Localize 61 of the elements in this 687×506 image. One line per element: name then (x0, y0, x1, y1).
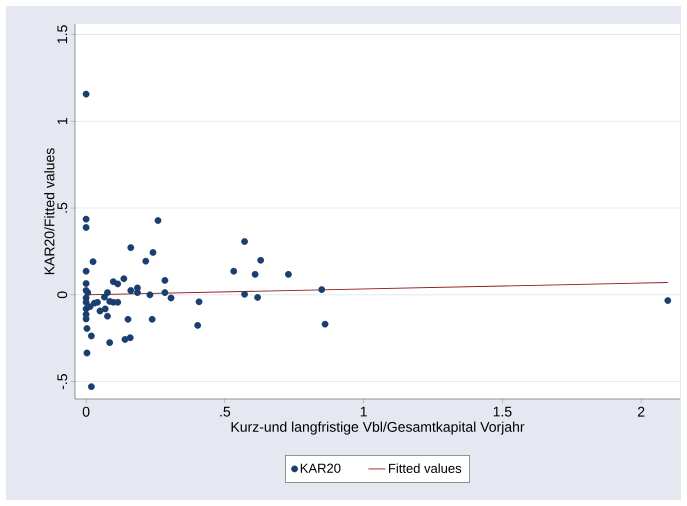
point (82, 90, 90, 98)
point (146, 291, 154, 298)
point (318, 286, 326, 294)
point (94, 298, 101, 306)
point (114, 280, 122, 288)
point (285, 270, 292, 278)
point (148, 316, 156, 323)
point (257, 256, 264, 264)
point (241, 238, 248, 245)
point (162, 289, 168, 296)
point (162, 277, 168, 284)
point (196, 298, 202, 306)
y-tick-label: 0 (57, 291, 68, 298)
point (90, 258, 96, 266)
point (82, 280, 90, 287)
point (122, 336, 128, 343)
y-tick-label: 1 (58, 118, 68, 124)
point (322, 320, 328, 328)
point (82, 224, 90, 231)
point (120, 275, 128, 282)
point (84, 325, 90, 332)
point (104, 312, 111, 320)
point (150, 249, 156, 256)
x-tick-label: 0 (82, 406, 90, 417)
point (82, 316, 90, 322)
point (102, 305, 109, 312)
point (126, 334, 134, 342)
point (230, 268, 238, 275)
point (82, 268, 90, 275)
x-tick-label: 1 (360, 406, 367, 416)
point (88, 383, 95, 390)
point (96, 308, 104, 314)
point (106, 298, 114, 305)
point (88, 332, 95, 340)
point (127, 287, 134, 294)
point (241, 290, 248, 298)
point (194, 322, 202, 329)
y-tick-label: 1.5 (57, 25, 68, 44)
point (134, 289, 141, 296)
point (106, 339, 114, 346)
point (664, 297, 672, 304)
y-tick-label: .5 (57, 202, 68, 213)
y-tick-label: -.5 (57, 374, 68, 390)
x-axis-title: Kurz-und langfristige Vbl/Gesamtkapital Vorjahr (232, 422, 524, 435)
point (252, 270, 259, 278)
x-tick-label: 1.5 (494, 406, 512, 417)
y-axis-title: KAR20/Fitted values (44, 148, 54, 274)
point (82, 216, 90, 223)
point (142, 258, 150, 265)
legend-label: KAR20 (300, 464, 340, 473)
point (127, 244, 134, 252)
x-tick-label: 2 (638, 406, 644, 417)
point (168, 294, 174, 302)
point (86, 303, 94, 310)
point (84, 350, 90, 356)
point (254, 294, 262, 301)
x-tick-label: .5 (220, 406, 230, 417)
point (154, 217, 162, 224)
point (101, 294, 108, 300)
legend-label: Fitted values (389, 463, 462, 473)
point (124, 316, 132, 323)
